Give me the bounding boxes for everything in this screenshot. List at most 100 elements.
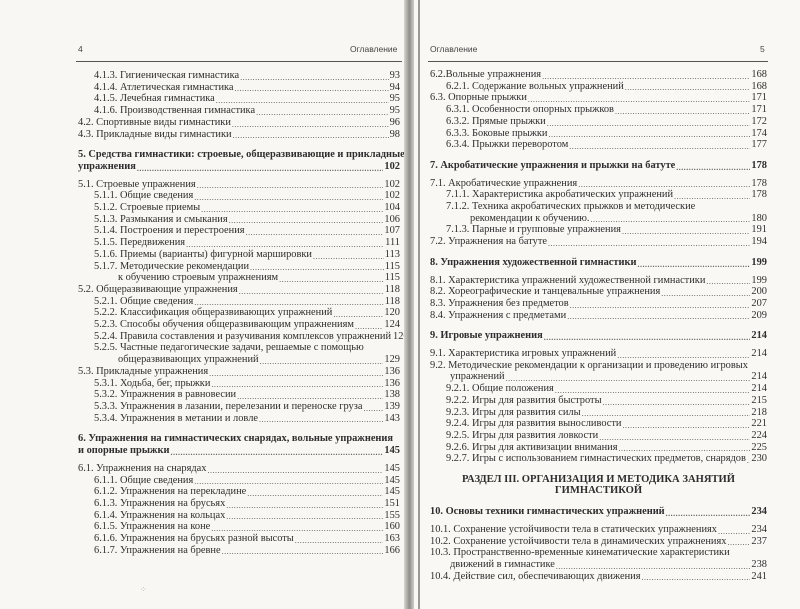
toc-entry: 5.3.2. Упражнения в равновесии 138 [78, 389, 400, 401]
toc-entry: 4.1.3. Гигиеническая гимнастика 93 [78, 70, 400, 82]
dot-leader [233, 131, 389, 140]
entry-row: 6.1.7. Упражнения на бревне 166 [94, 545, 400, 557]
entry-title: упражнения [78, 160, 136, 172]
dot-leader [747, 456, 750, 465]
dot-leader [226, 501, 383, 510]
dot-leader [617, 351, 750, 360]
toc-entry: 7.1. Акробатические упражнения 178 [430, 178, 767, 190]
toc-entry: 5.2. Общеразвивающие упражнения 118 [78, 284, 400, 296]
entry-title: 6.1.6. Упражнения на брусьях разной высо… [94, 533, 294, 545]
entry-page: 98 [389, 128, 400, 140]
entry-row: 9.2.6. Игры для активизации внимания 225 [446, 442, 767, 454]
entry-title-line: 9.2. Методические рекомендации к организ… [430, 359, 748, 371]
page-number: 5 [760, 44, 765, 54]
toc-chapter: 10. Основы техники гимнастических упражн… [430, 506, 767, 518]
dot-leader [235, 84, 389, 93]
dot-leader [676, 163, 750, 172]
dot-leader [625, 83, 751, 92]
dot-leader [355, 322, 383, 331]
entry-row: 5.1.2. Строевые приемы 104 [94, 202, 400, 214]
entry-title: 5.1.4. Построения и перестроения [94, 225, 245, 237]
toc-entry: к обучению строевым упражнениям 115 [78, 272, 400, 284]
toc-entry: 5.2.4. Правила составления и разучивания… [78, 331, 409, 343]
entry-title: 5.2.3. Способы обучения общеразвивающим … [94, 319, 354, 331]
dot-leader [250, 263, 384, 272]
entry-title: 9.2.5. Игры для развития ловкости [446, 429, 599, 441]
left-page: 4 Оглавление 4.1.3. Гигиеническая гимнас… [0, 0, 408, 609]
dot-leader [194, 298, 384, 307]
entry-page: 218 [751, 406, 767, 418]
entry-page: 214 [751, 348, 767, 360]
table-of-contents: 4.1.3. Гигиеническая гимнастика934.1.4. … [78, 70, 409, 557]
dot-leader [222, 547, 384, 556]
toc-entry: 4.3. Прикладные виды гимнастики 98 [78, 129, 400, 141]
entry-row: 8.1. Характеристика упражнений художеств… [430, 275, 767, 287]
entry-row: 6.1.4. Упражнения на кольцах 155 [94, 510, 400, 522]
entry-title: 10.1. Сохранение устойчивости тела в ста… [430, 523, 718, 535]
dot-leader [295, 536, 384, 545]
entry-title: 5.3.1. Ходьба, бег, прыжки [94, 377, 211, 389]
dot-leader [506, 374, 751, 383]
toc-entry: 5.2.2. Классификация общеразвивающих упр… [78, 307, 400, 319]
entry-title: 6.1. Упражнения на снарядах [78, 462, 207, 474]
entry-page: 168 [751, 69, 767, 80]
entry-page: 118 [384, 295, 400, 307]
toc-entry: 9.2. Методические рекомендации к организ… [430, 360, 767, 383]
toc-entry: 8.2. Хореографические и танцевальные упр… [430, 286, 767, 298]
dot-leader [229, 216, 384, 225]
toc-entry: 5.2.3. Способы обучения общеразвивающим … [78, 319, 400, 331]
dot-leader [567, 312, 750, 321]
dot-leader [555, 386, 751, 395]
entry-page: 237 [751, 535, 767, 547]
running-head: Оглавление [430, 44, 478, 54]
toc-entry: 6.3.4. Прыжки переворотом 177 [430, 139, 767, 151]
entry-row: 5.2. Общеразвивающие упражнения 118 [78, 284, 400, 296]
entry-page: 151 [384, 497, 400, 509]
entry-row: 8.2. Хореографические и танцевальные упр… [430, 286, 767, 298]
entry-page: 136 [384, 377, 400, 389]
entry-title: упражнений [450, 371, 505, 383]
entry-row: 4.1.6. Производственная гимнастика 95 [94, 105, 400, 117]
entry-row: 5.1.1. Общие сведения 102 [94, 190, 400, 202]
toc-entry: 5.1.4. Построения и перестроения 107 [78, 225, 400, 237]
entry-title: 4.2. Спортивные виды гимнастики [78, 116, 231, 128]
entry-page: 115 [384, 260, 400, 272]
entry-row: 5.2.2. Классификация общеразвивающих упр… [94, 307, 400, 319]
entry-page: 136 [384, 365, 400, 377]
entry-title: 5.3.4. Упражнения в метании и ловле [94, 412, 258, 424]
entry-row: 8.3. Упражнения без предметов 207 [430, 298, 767, 310]
entry-page: 155 [384, 509, 400, 521]
toc-entry: 4.1.4. Атлетическая гимнастика 94 [78, 82, 400, 94]
toc-entry: 9.2.3. Игры для развития силы 218 [430, 407, 767, 419]
toc-entry: 6.3.2. Прямые прыжки 172 [430, 116, 767, 128]
entry-title: 10.2. Сохранение устойчивости тела в дин… [430, 535, 727, 547]
toc-entry: 5.1.7. Методические рекомендации 115 [78, 261, 400, 273]
entry-title-line: 10.3. Пространственно-временные кинемати… [430, 547, 730, 559]
entry-page: 113 [384, 248, 400, 260]
entry-page: 145 [384, 474, 400, 486]
entry-title: 6.3.1. Особенности опорных прыжков [446, 104, 614, 116]
entry-row: 9.1. Характеристика игровых упражнений 21… [430, 348, 767, 360]
entry-title: 6.2.1. Содержание вольных упражнений [446, 80, 624, 92]
entry-title: 5.3. Прикладные упражнения [78, 365, 209, 377]
toc-entry: 5.3. Прикладные упражнения 136 [78, 366, 400, 378]
running-head: Оглавление [350, 44, 398, 54]
entry-title: 6.1.5. Упражнения на коне [94, 521, 211, 533]
entry-row: 5.2.3. Способы обучения общеразвивающим … [94, 319, 400, 331]
entry-row: 6.2.1. Содержание вольных упражнений 168 [446, 81, 767, 93]
toc-entry: 6.1.6. Упражнения на брусьях разной высо… [78, 533, 400, 545]
toc-entry: 4.2. Спортивные виды гимнастики 96 [78, 117, 400, 129]
dot-leader [211, 524, 383, 533]
entry-row: 7. Акробатические упражнения и прыжки на… [430, 160, 767, 172]
toc-entry: 9.2.5. Игры для развития ловкости 224 [430, 430, 767, 442]
part-heading: РАЗДЕЛ III. ОРГАНИЗАЦИЯ И МЕТОДИКА ЗАНЯТ… [430, 474, 767, 496]
entry-title: 6.1.3. Упражнения на брусьях [94, 497, 226, 509]
dot-leader [622, 421, 750, 430]
entry-page: 120 [384, 307, 400, 319]
entry-page: 209 [751, 309, 767, 321]
dot-leader [661, 289, 750, 298]
dot-leader [226, 512, 383, 521]
entry-row: 6.3.1. Особенности опорных прыжков 171 [446, 104, 767, 116]
entry-page: 106 [384, 213, 400, 225]
entry-row: 5.1. Строевые упражнения 102 [78, 179, 400, 191]
